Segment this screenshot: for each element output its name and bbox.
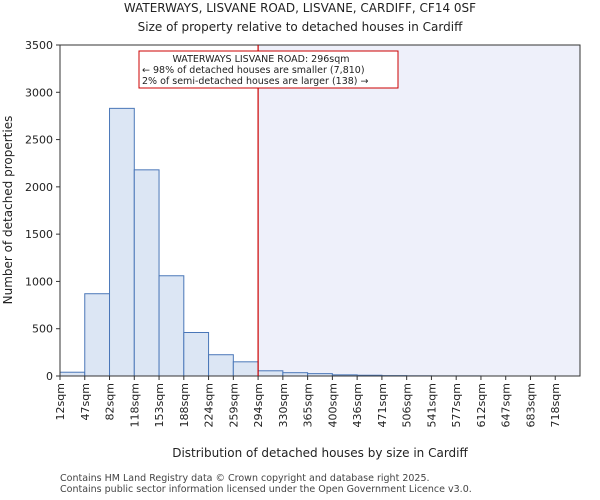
x-tick-541sqm: 541sqm [425, 383, 438, 427]
bar-259sqm [232, 361, 259, 377]
annotation-line-1: WATERWAYS LISVANE ROAD: 296sqm [172, 54, 349, 65]
y-axis-label: Number of detached properties [1, 116, 15, 305]
bar-12sqm [59, 371, 86, 377]
x-tick-647sqm: 647sqm [500, 383, 513, 427]
footer-line-1: Contains HM Land Registry data © Crown c… [60, 473, 430, 484]
x-tick-683sqm: 683sqm [524, 383, 537, 427]
bar-118sqm [133, 169, 160, 377]
bar-47sqm [84, 293, 111, 377]
x-tick-506sqm: 506sqm [401, 383, 414, 427]
x-tick-259sqm: 259sqm [227, 383, 240, 427]
x-tick-188sqm: 188sqm [178, 383, 191, 427]
annotation-line-2: ← 98% of detached houses are smaller (7,… [142, 65, 365, 76]
bars-group [59, 107, 482, 377]
bar-294sqm [257, 370, 284, 377]
x-tick-471sqm: 471sqm [376, 383, 389, 427]
x-tick-330sqm: 330sqm [277, 383, 290, 427]
y-tick-2000: 2000 [25, 181, 53, 194]
highlight-region [258, 45, 580, 376]
x-tick-294sqm: 294sqm [252, 383, 265, 427]
x-tick-224sqm: 224sqm [203, 383, 216, 427]
x-tick-82sqm: 82sqm [104, 383, 117, 420]
y-tick-0: 0 [46, 370, 53, 383]
x-tick-365sqm: 365sqm [302, 383, 315, 427]
x-ticks-group: 12sqm 47sqm 82sqm 118sqm 153sqm 188sqm 224sqm 2… [54, 376, 562, 427]
x-tick-718sqm: 718sqm [549, 383, 562, 427]
x-tick-612sqm: 612sqm [475, 383, 488, 427]
bar-224sqm [208, 354, 234, 377]
x-tick-400sqm: 400sqm [326, 383, 339, 427]
bar-82sqm [109, 107, 135, 377]
x-axis-label: Distribution of detached houses by size … [172, 446, 468, 460]
chart-subtitle: Size of property relative to detached ho… [138, 20, 463, 34]
y-tick-500: 500 [32, 323, 53, 336]
y-tick-3500: 3500 [25, 39, 53, 52]
bar-153sqm [158, 275, 185, 377]
y-tick-2500: 2500 [25, 134, 53, 147]
annotation-line-3: 2% of semi-detached houses are larger (1… [142, 76, 369, 87]
bar-188sqm [183, 331, 210, 377]
y-tick-3000: 3000 [25, 86, 53, 99]
x-tick-12sqm: 12sqm [54, 383, 67, 420]
y-tick-1000: 1000 [25, 275, 53, 288]
annotation-box [138, 50, 399, 89]
x-tick-118sqm: 118sqm [128, 383, 141, 427]
plot-frame [59, 44, 581, 377]
y-ticks-group: 0 500 1000 1500 2000 2500 3000 3500 [25, 39, 60, 383]
x-tick-436sqm: 436sqm [351, 383, 364, 427]
x-tick-577sqm: 577sqm [450, 383, 463, 427]
x-tick-153sqm: 153sqm [153, 383, 166, 427]
x-tick-47sqm: 47sqm [79, 383, 92, 420]
y-tick-1500: 1500 [25, 228, 53, 241]
chart-title: WATERWAYS, LISVANE ROAD, LISVANE, CARDIF… [124, 1, 476, 15]
footer-line-2: Contains public sector information licen… [60, 484, 472, 495]
